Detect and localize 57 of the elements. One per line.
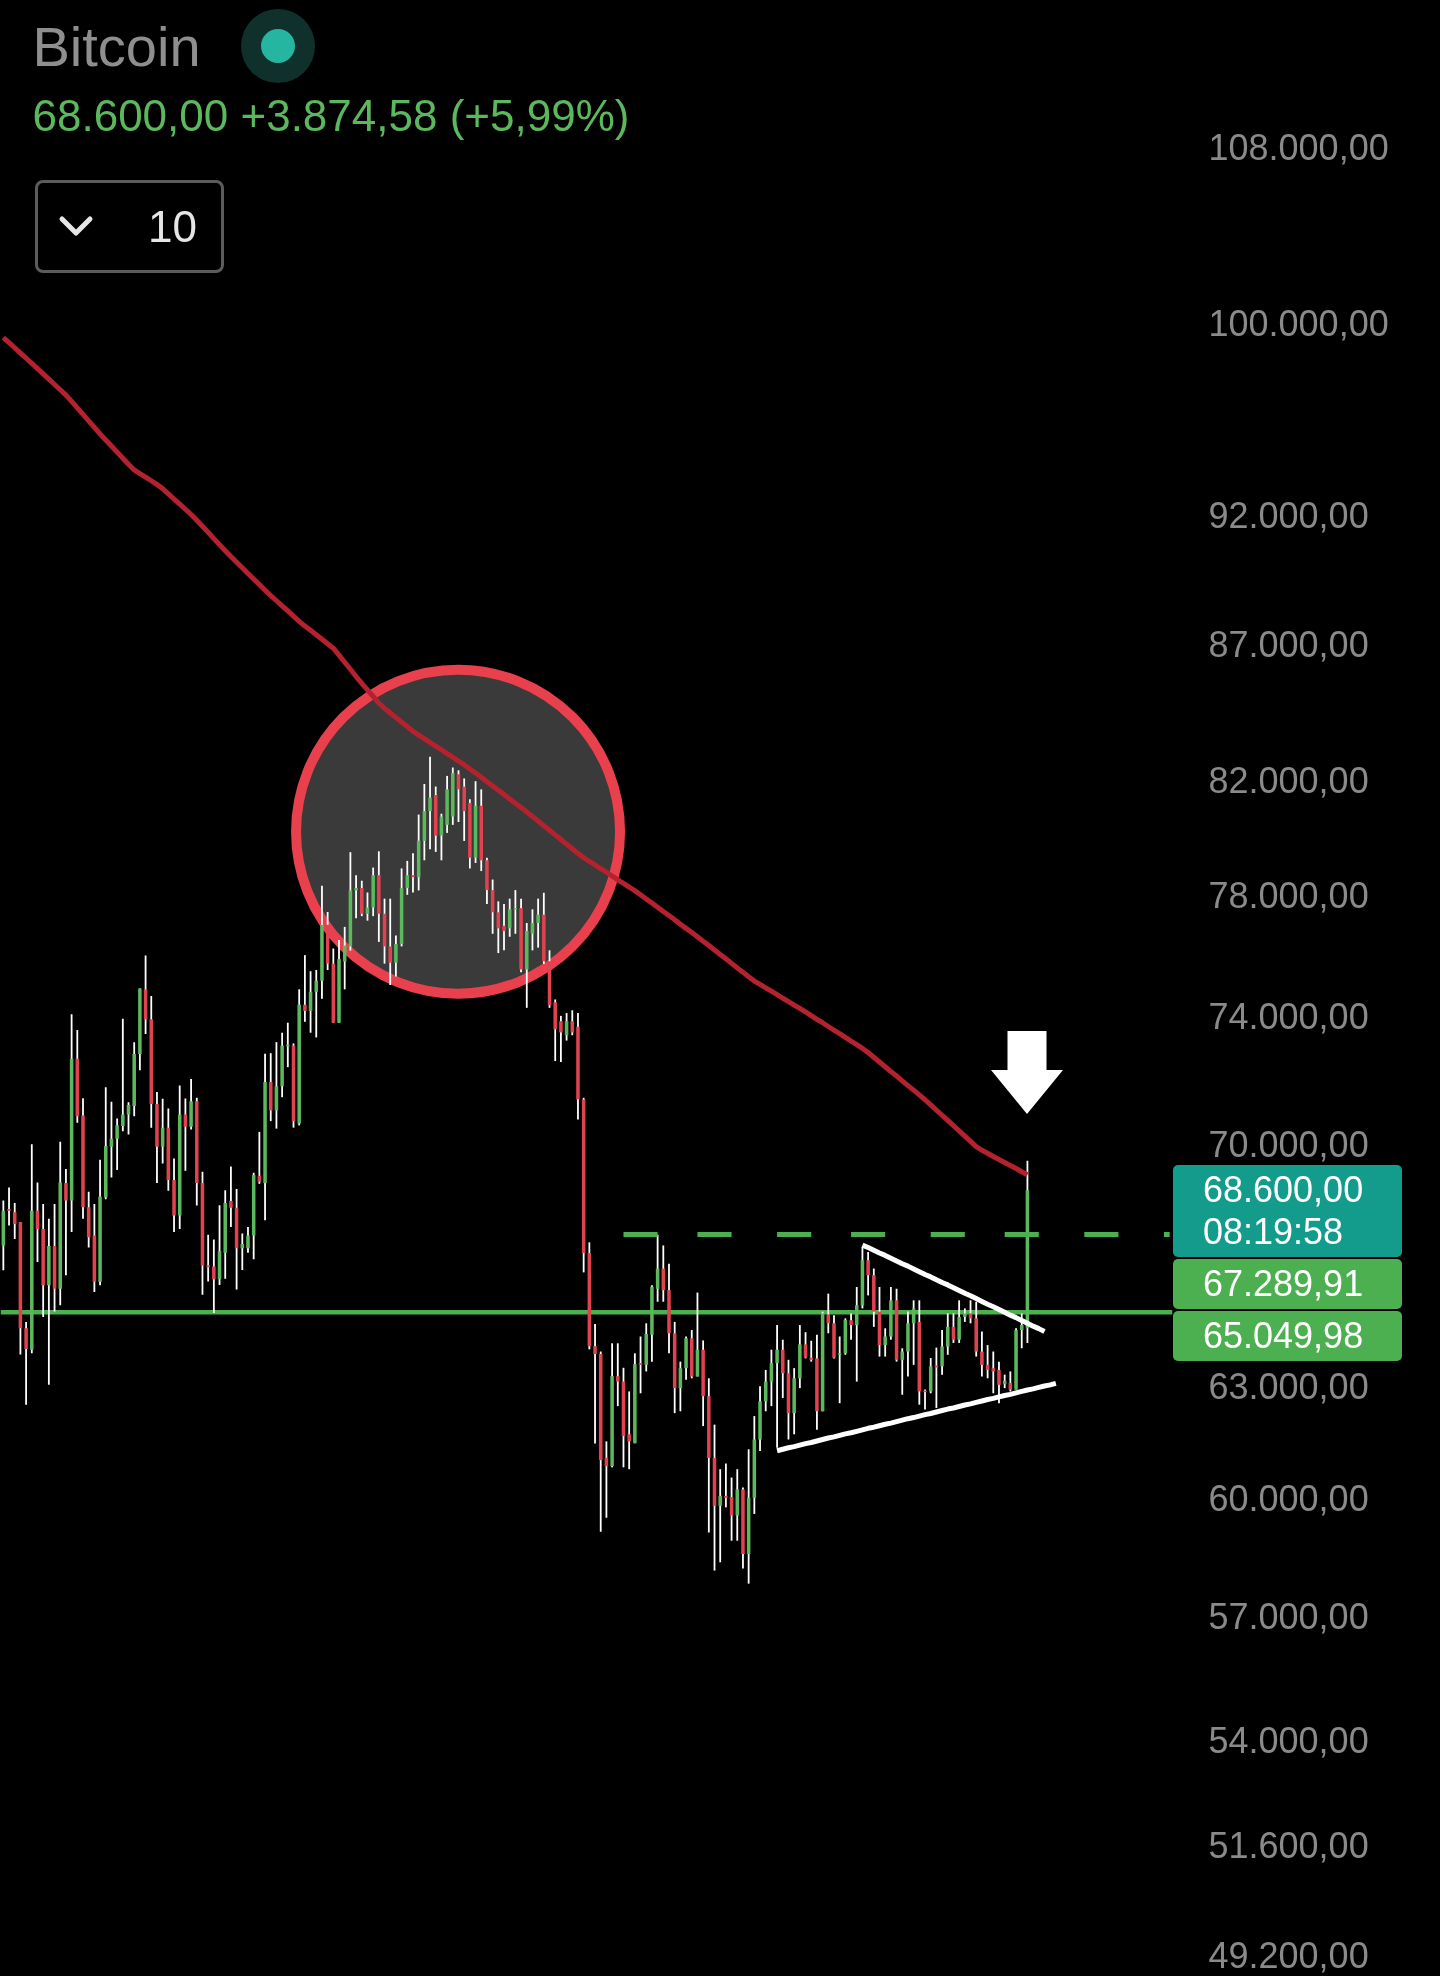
y-tick-label: 57.000,00 [1208, 1596, 1369, 1638]
candlestick [883, 1327, 887, 1358]
candlestick [212, 1238, 216, 1314]
chart-subtitle: 68.600,00 +3.874,58 (+5,99%) [32, 90, 630, 140]
candlestick [854, 1286, 859, 1383]
y-tick-label: 108.000,00 [1208, 126, 1389, 168]
candlestick [246, 1226, 250, 1254]
y-tick-label: 49.200,00 [1208, 1934, 1369, 1976]
candlestick [64, 1168, 68, 1277]
candlestick [957, 1299, 961, 1344]
candlestick [724, 1462, 728, 1509]
candlestick [559, 1014, 563, 1063]
candlestick [502, 903, 506, 952]
candlestick [354, 874, 358, 920]
candlestick [900, 1347, 905, 1396]
candlestick [980, 1330, 984, 1378]
candlestick [718, 1468, 722, 1564]
candlestick [388, 897, 392, 986]
candlestick [394, 934, 398, 978]
candlestick [303, 954, 307, 1023]
y-tick-label: 87.000,00 [1208, 623, 1369, 665]
candlestick [314, 969, 319, 1039]
candlestick [121, 1017, 125, 1133]
annotation: 10 [148, 201, 197, 253]
candlestick [411, 852, 415, 894]
y-tick-label: 82.000,00 [1208, 759, 1369, 801]
y-tick-label: 60.000,00 [1208, 1478, 1369, 1520]
candlestick [837, 1335, 842, 1405]
candlestick [24, 1320, 28, 1406]
candlestick [428, 755, 432, 851]
y-tick-label: 78.000,00 [1208, 874, 1369, 916]
candlestick [7, 1186, 11, 1227]
candlestick [849, 1312, 853, 1341]
candlestick [616, 1342, 620, 1408]
y-tick-label: 92.000,00 [1208, 495, 1369, 537]
candlestick [536, 897, 540, 949]
y-tick-label: 100.000,00 [1208, 303, 1389, 345]
y-tick-label: 54.000,00 [1208, 1720, 1369, 1762]
candlestick [866, 1251, 870, 1297]
candlestick [229, 1165, 233, 1228]
candlestick [627, 1390, 631, 1471]
candlestick [809, 1339, 813, 1363]
candlestick [115, 1117, 119, 1171]
candlestick [638, 1335, 643, 1395]
candlestick [206, 1233, 210, 1283]
candlestick [781, 1338, 785, 1399]
y-tick-label: 70.000,00 [1208, 1123, 1369, 1165]
candlestick [940, 1329, 944, 1376]
y-tick-label: 74.000,00 [1208, 995, 1369, 1037]
data-label: 67.289,91 [1173, 1258, 1402, 1309]
candlestick [946, 1312, 950, 1356]
chart-title: Bitcoin [32, 14, 201, 78]
text: 68.600,00 08:19:58 [1173, 1164, 1402, 1257]
ref-line-label: 65.049,98 [1173, 1310, 1402, 1361]
candlestick [593, 1323, 597, 1445]
y-tick-label: 63.000,00 [1208, 1365, 1369, 1407]
y-tick-label: 51.600,00 [1208, 1824, 1369, 1866]
